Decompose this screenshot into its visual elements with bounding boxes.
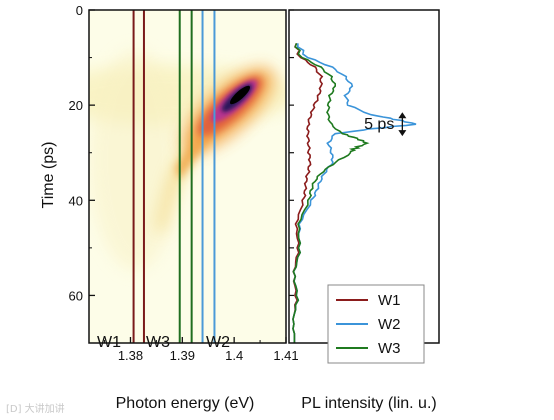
y-tick-label: 60 xyxy=(69,288,83,303)
annotation-arrowhead-top xyxy=(398,112,407,119)
watermark: [D] 大讲加讲 xyxy=(6,404,65,415)
legend-label-w1: W1 xyxy=(378,292,401,309)
x-tick-label: 1.4 xyxy=(225,348,243,363)
heatmap-frame xyxy=(88,9,287,344)
legend-label-w3: W3 xyxy=(378,340,401,357)
x-tick-label: 1.41 xyxy=(273,348,298,363)
pl-series-w1 xyxy=(292,42,324,343)
annotation-arrowhead-bottom xyxy=(398,130,407,137)
legend: W1 W2 W3 xyxy=(327,284,425,364)
pl-series xyxy=(292,42,417,343)
pl-series-w3 xyxy=(292,43,370,343)
x-tick-label: 1.39 xyxy=(170,348,195,363)
annotation-text: 5 ps xyxy=(364,116,394,133)
five-ps-annotation: 5 ps xyxy=(364,112,407,137)
x-tick-label: 1.38 xyxy=(118,348,143,363)
pl-panel: 5 ps W1 W2 W3 PL intensity (lin. u.) xyxy=(288,9,440,412)
y-tick-label: 0 xyxy=(76,3,83,18)
window-label-w3: W3 xyxy=(146,334,170,351)
heatmap-image xyxy=(89,10,286,343)
window-label-w2: W2 xyxy=(206,334,230,351)
pl-ticks xyxy=(289,9,294,297)
x-axis-title-right: PL intensity (lin. u.) xyxy=(301,395,436,412)
heatmap-ticks: 1.38 1.39 1.4 1.41 0 20 40 60 xyxy=(69,3,299,363)
x-axis-title-left: Photon energy (eV) xyxy=(116,395,255,412)
y-axis-title: Time (ps) xyxy=(40,142,57,209)
y-tick-label: 20 xyxy=(69,98,83,113)
y-tick-label: 40 xyxy=(69,193,83,208)
legend-label-w2: W2 xyxy=(378,316,401,333)
window-lines xyxy=(132,10,216,343)
heatmap-panel: 1.38 1.39 1.4 1.41 0 20 40 60 W1 W3 W2 Photon e… xyxy=(40,3,299,412)
window-label-w1: W1 xyxy=(97,334,121,351)
